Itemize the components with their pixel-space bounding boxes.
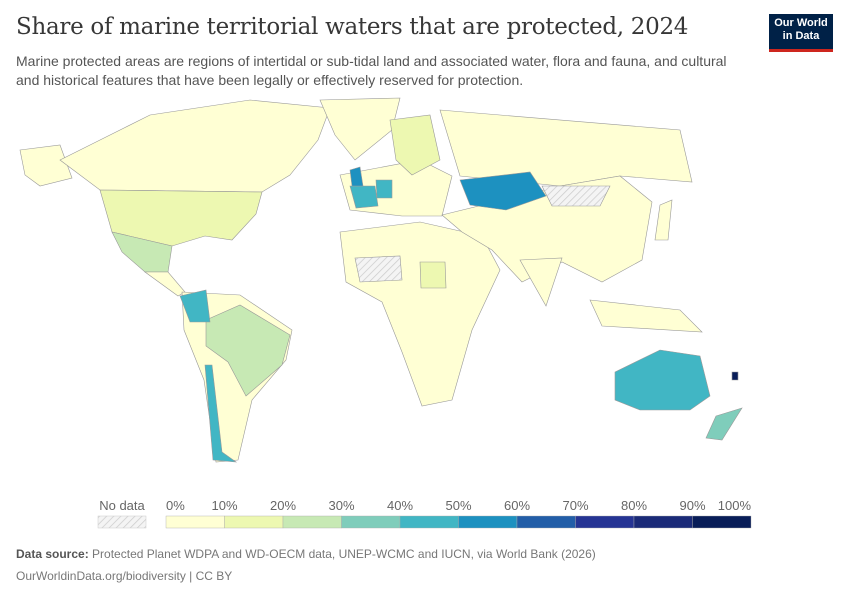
country-new-caledonia[interactable]: [731, 371, 739, 381]
legend-bin[interactable]: [165, 515, 225, 529]
country-mongolia[interactable]: [541, 185, 611, 207]
legend-tick-label: 50%: [445, 498, 471, 513]
legend-bin[interactable]: [282, 515, 342, 529]
legend-no-data-label: No data: [99, 498, 145, 513]
country-central-america[interactable]: [144, 271, 186, 297]
chart-subtitle: Marine protected areas are regions of in…: [16, 53, 727, 88]
country-japan[interactable]: [654, 199, 673, 241]
country-canada[interactable]: [59, 99, 331, 193]
source-label: Data source:: [16, 547, 89, 561]
source-text: Protected Planet WDPA and WD-OECM data, …: [92, 547, 596, 561]
legend-bin[interactable]: [516, 515, 576, 529]
country-chile[interactable]: [204, 364, 238, 463]
country-greenland[interactable]: [319, 97, 401, 161]
legend-tick-label: 70%: [562, 498, 588, 513]
source-url[interactable]: OurWorldinData.org/biodiversity | CC BY: [16, 569, 233, 583]
country-germany[interactable]: [375, 179, 393, 199]
legend-tick-label: 40%: [387, 498, 413, 513]
owid-logo[interactable]: Our World in Data: [769, 14, 833, 52]
data-source: Data source: Protected Planet WDPA and W…: [16, 547, 596, 561]
legend-tick-label: 90%: [679, 498, 705, 513]
legend: No data 0% 10% 20% 30% 40% 50% 60% 70% 80% 90% 100…: [97, 498, 752, 529]
legend-tick-label: 60%: [504, 498, 530, 513]
chart-title: Share of marine territorial waters that …: [16, 14, 689, 40]
legend-bin[interactable]: [575, 515, 635, 529]
country-france[interactable]: [349, 185, 379, 209]
legend-tick-label: 20%: [270, 498, 296, 513]
country-sudan[interactable]: [419, 261, 447, 289]
legend-bin[interactable]: [692, 515, 752, 529]
country-russia[interactable]: [439, 109, 693, 187]
country-australia[interactable]: [614, 349, 711, 411]
legend-bin[interactable]: [458, 515, 518, 529]
legend-bin[interactable]: [633, 515, 693, 529]
country-scandinavia[interactable]: [389, 114, 441, 176]
country-brazil[interactable]: [205, 304, 291, 397]
country-uk[interactable]: [349, 166, 364, 187]
country-india[interactable]: [519, 257, 563, 307]
legend-tick-label: 10%: [211, 498, 237, 513]
legend-no-data-swatch: [97, 515, 147, 529]
legend-bin[interactable]: [399, 515, 459, 529]
legend-tick-label: 0%: [166, 498, 185, 513]
country-africa[interactable]: [339, 221, 501, 407]
country-new-zealand[interactable]: [705, 407, 743, 441]
country-sahara-nodata[interactable]: [354, 255, 403, 283]
legend-bin[interactable]: [341, 515, 401, 529]
legend-tick-label: 100%: [718, 498, 752, 513]
legend-bin[interactable]: [224, 515, 284, 529]
country-kazakhstan[interactable]: [459, 171, 547, 211]
legend-tick-label: 80%: [621, 498, 647, 513]
legend-tick-label: 30%: [328, 498, 354, 513]
country-alaska[interactable]: [19, 144, 73, 187]
country-se-asia-islands[interactable]: [589, 299, 703, 333]
country-colombia[interactable]: [179, 289, 211, 323]
